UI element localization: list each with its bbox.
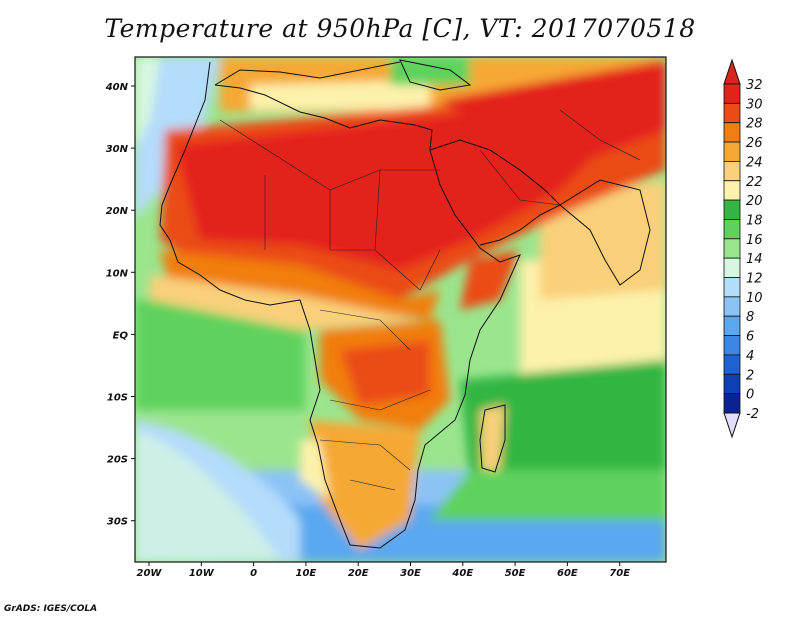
colorbar-swatch	[723, 257, 741, 278]
colorbar-label: 28	[746, 117, 763, 132]
colorbar-top-cap	[723, 58, 741, 85]
colorbar-swatch	[723, 141, 741, 162]
lon-label: 20E	[348, 568, 369, 579]
country-borders	[219, 109, 641, 491]
longitude-labels: 20W 10W 0 10E 20E 30E 40E 50E 60E 70E	[137, 562, 630, 579]
colorbar-swatch	[723, 102, 741, 124]
colorbar-label: 10	[746, 291, 763, 306]
lon-label: 60E	[557, 568, 578, 579]
lon-label: 10W	[189, 568, 215, 579]
plot-frame	[134, 56, 667, 563]
lat-label: 10N	[106, 268, 129, 279]
lat-label: 20S	[107, 455, 128, 466]
colorbar-swatch	[723, 238, 741, 259]
lat-label: EQ	[113, 330, 129, 341]
lon-label: 0	[250, 568, 257, 579]
lon-label: 40E	[451, 568, 473, 579]
lat-label: 30S	[107, 517, 128, 528]
colorbar-swatch	[723, 160, 741, 182]
latitude-labels: 40N 30N 20N 10N EQ 10S 20S 30S	[105, 82, 135, 528]
colorbar-label: 24	[746, 155, 763, 170]
colorbar-swatch	[723, 315, 741, 336]
colorbar-label: 18	[746, 213, 763, 228]
colorbar-swatch	[723, 277, 741, 298]
colorbar-label: 20	[746, 194, 763, 209]
colorbar-swatch	[723, 83, 741, 104]
colorbar-label: 16	[746, 233, 763, 248]
lon-label: 20W	[137, 568, 163, 579]
lat-label: 20N	[106, 206, 129, 217]
colorbar-swatch	[723, 335, 741, 356]
colorbar-swatch	[723, 393, 741, 414]
colorbar-label: 32	[746, 78, 763, 93]
colorbar-label: 8	[746, 310, 754, 325]
lon-label: 70E	[609, 568, 630, 579]
colorbar-label: 2	[746, 368, 754, 383]
colorbar-label: 0	[746, 388, 754, 403]
colorbar-swatch	[723, 180, 741, 201]
colorbar-label: 4	[746, 349, 754, 364]
colorbar-swatch	[723, 122, 741, 143]
lat-label: 10S	[107, 393, 128, 404]
lat-label: 40N	[105, 82, 129, 93]
colorbar-swatch	[723, 354, 741, 375]
colorbar-swatch	[723, 373, 741, 395]
map-title: Temperature at 950hPa [C], VT: 201707051…	[104, 14, 696, 43]
lon-label: 50E	[505, 568, 526, 579]
colorbar-label: 12	[746, 272, 763, 287]
coastlines	[159, 59, 651, 549]
colorbar-swatch	[723, 199, 741, 220]
colorbar-label: 22	[746, 175, 763, 190]
credit-text: GrADS: IGES/COLA	[4, 604, 98, 614]
colorbar-bottom-cap	[723, 412, 741, 439]
lon-label: 10E	[296, 568, 317, 579]
colorbar-label: 6	[746, 330, 754, 345]
colorbar-label: 30	[746, 97, 763, 112]
colorbar-label: -2	[746, 407, 759, 422]
lat-label: 30N	[106, 144, 129, 155]
colorbar-swatch	[723, 219, 741, 240]
lon-label: 30E	[400, 568, 421, 579]
colorbar-swatch	[723, 296, 741, 317]
temperature-field	[135, 57, 666, 562]
colorbar-label: 26	[746, 136, 763, 151]
colorbar-label: 14	[746, 252, 763, 267]
